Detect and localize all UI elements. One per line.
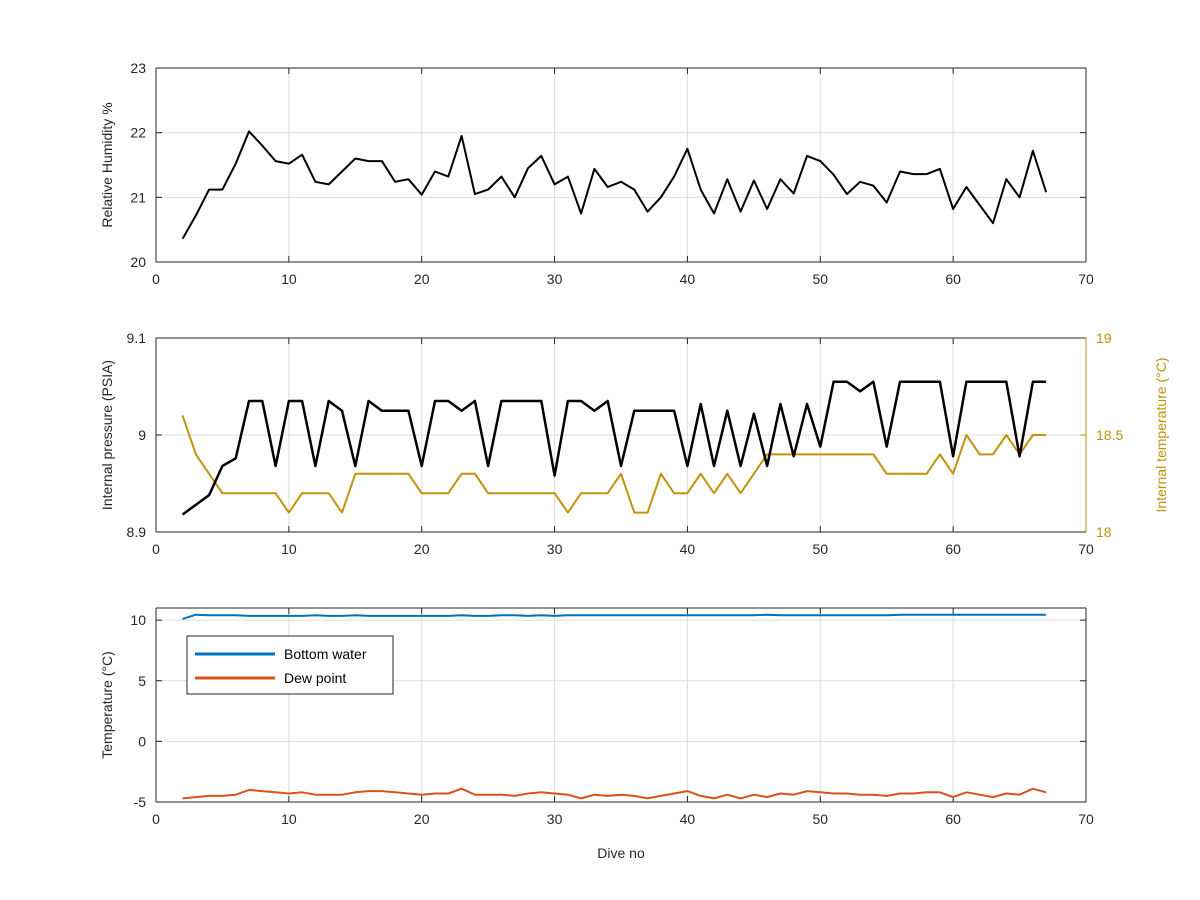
x-tick-label: 20 [414,271,430,287]
bottom-water-line [182,613,1047,620]
x-tick-label: 60 [945,271,961,287]
legend: Bottom water Dew point [186,635,394,695]
y-tick-label: 20 [130,254,146,270]
x-tick-label: 50 [812,541,828,557]
y-right-tick-label: 19 [1096,330,1112,346]
x-tick-label: 10 [281,271,297,287]
y-tick-label: 8.9 [127,524,147,540]
x-tick-label: 20 [414,811,430,827]
x-tick-label: 10 [281,811,297,827]
humidity-series-line [181,130,1048,240]
y-tick-label: 9.1 [127,330,147,346]
x-tick-label: 0 [152,541,160,557]
y-tick-label: 21 [130,189,146,205]
x-tick-label: 30 [547,271,563,287]
y-tick-label: 22 [130,125,146,141]
dew-point-line [182,787,1047,800]
x-tick-label: 20 [414,541,430,557]
x-tick-label: 50 [812,271,828,287]
y-right-axis-label: Internal temperature (°C) [1153,358,1169,513]
legend-label: Bottom water [284,646,367,662]
legend-box [186,635,394,695]
y-axis-label: Temperature (°C) [99,651,115,759]
y-tick-label: 23 [130,60,146,76]
y-axis-label: Internal pressure (PSIA) [99,360,115,510]
x-tick-label: 30 [547,811,563,827]
y-tick-label: 9 [138,427,146,443]
y-tick-label: 5 [138,673,146,689]
x-tick-label: 70 [1078,541,1094,557]
internal-pressure-line [181,380,1047,516]
x-tick-label: 50 [812,811,828,827]
y-right-tick-label: 18.5 [1096,427,1123,443]
temperature-panel: 0 10 20 30 40 50 60 70 -5 0 5 10 Temperature (°C) Div… [99,607,1094,861]
x-tick-label: 60 [945,541,961,557]
humidity-panel: 0 10 20 30 40 50 60 70 20 21 22 23 Relative Humidity… [99,60,1094,287]
x-tick-label: 70 [1078,811,1094,827]
y-axis-label: Relative Humidity % [99,102,115,227]
x-tick-label: 60 [945,811,961,827]
y-tick-label: 10 [130,612,146,628]
y-tick-label: -5 [134,794,147,810]
x-tick-label: 0 [152,811,160,827]
x-tick-label: 40 [680,271,696,287]
x-tick-label: 0 [152,271,160,287]
x-axis-label: Dive no [597,845,645,861]
legend-label: Dew point [284,670,346,686]
x-tick-label: 10 [281,541,297,557]
y-tick-label: 0 [138,733,146,749]
x-tick-label: 40 [680,541,696,557]
x-tick-label: 40 [680,811,696,827]
y-right-tick-label: 18 [1096,524,1112,540]
pressure-temperature-panel: 0 10 20 30 40 50 60 70 8.9 9 9.1 Internal pressure … [99,330,1169,557]
x-tick-label: 30 [547,541,563,557]
internal-temperature-line [181,415,1047,514]
x-tick-label: 70 [1078,271,1094,287]
